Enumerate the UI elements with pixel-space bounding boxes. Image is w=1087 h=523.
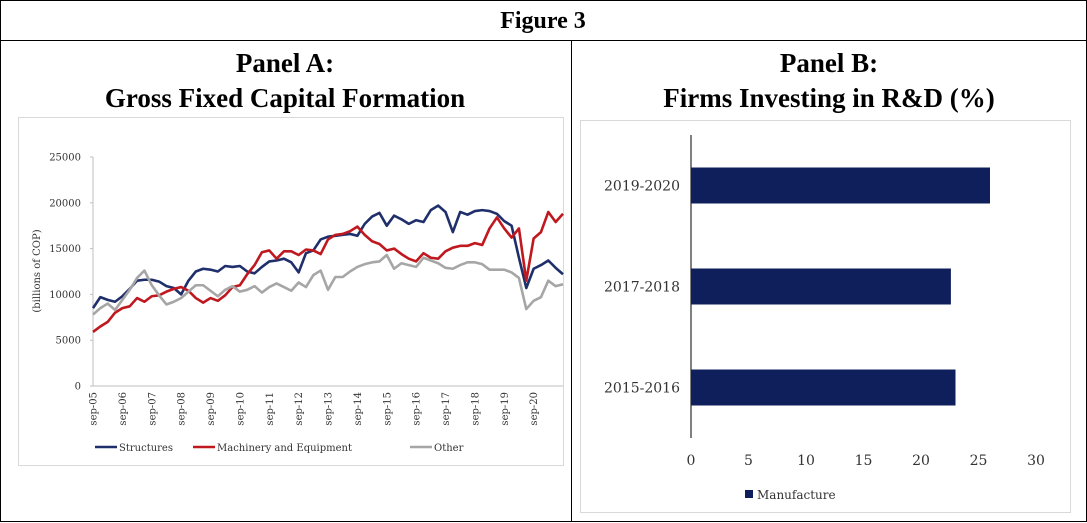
x-tick-label: sep-19 — [500, 392, 511, 426]
y-tick-label: 5000 — [56, 336, 81, 347]
y-tick-label: 25000 — [49, 153, 81, 164]
line-series — [91, 204, 564, 309]
x-tick-label: sep-14 — [353, 392, 364, 426]
x-tick-label: 30 — [1027, 453, 1045, 469]
x-tick-label: 15 — [855, 453, 873, 469]
legend-label: Other — [434, 443, 464, 454]
x-tick-label: sep-05 — [89, 392, 100, 426]
x-tick-label: sep-08 — [177, 392, 188, 426]
x-tick-label: 10 — [797, 453, 815, 469]
figure-title: Figure 3 — [500, 8, 586, 34]
y-tick-label: 10000 — [49, 290, 81, 301]
x-tick-label: sep-06 — [118, 392, 129, 426]
x-tick-label: 0 — [687, 453, 696, 469]
y-tick-label: 0 — [75, 382, 81, 393]
legend-label: Manufacture — [757, 488, 836, 502]
x-tick-label: sep-11 — [265, 392, 276, 426]
x-tick-label: sep-12 — [294, 392, 305, 426]
panel-label: Panel A: — [236, 48, 334, 78]
x-tick-label: sep-10 — [235, 392, 246, 426]
x-tick-label: 25 — [970, 453, 988, 469]
x-tick-label: 5 — [744, 453, 753, 469]
x-tick-label: sep-16 — [412, 392, 423, 426]
y-tick-label: 2019-2020 — [604, 179, 680, 195]
x-tick-label: 20 — [912, 453, 930, 469]
y-tick-label: 20000 — [49, 198, 81, 209]
bar — [691, 369, 956, 406]
bar — [691, 167, 990, 204]
line-series — [92, 210, 564, 334]
x-tick-label: sep-07 — [147, 392, 158, 426]
y-tick-label: 2017-2018 — [604, 280, 680, 296]
y-axis-label: (billions of COP) — [32, 229, 43, 312]
bar — [691, 268, 951, 305]
x-tick-label: sep-17 — [441, 392, 452, 426]
panel-title: Gross Fixed Capital Formation — [105, 83, 465, 113]
x-tick-label: sep-13 — [324, 392, 335, 426]
legend-swatch — [745, 490, 753, 498]
legend-label: Structures — [119, 443, 173, 454]
x-tick-label: sep-15 — [382, 392, 393, 426]
legend-label: Machinery and Equipment — [217, 443, 352, 454]
line-series — [92, 253, 564, 316]
x-tick-label: sep-20 — [529, 392, 540, 426]
y-tick-label: 2015-2016 — [604, 381, 680, 397]
panel-label: Panel B: — [780, 48, 878, 78]
panel-title: Firms Investing in R&D (%) — [663, 83, 995, 113]
x-tick-label: sep-18 — [470, 392, 481, 426]
y-tick-label: 15000 — [49, 244, 81, 255]
x-tick-label: sep-09 — [206, 392, 217, 426]
